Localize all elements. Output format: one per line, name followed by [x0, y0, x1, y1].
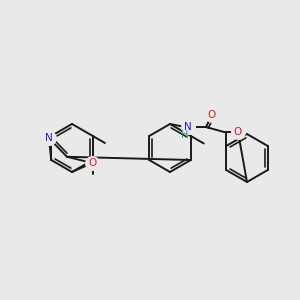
Text: N: N	[45, 133, 53, 143]
Text: H: H	[181, 130, 189, 140]
Text: N: N	[184, 122, 192, 132]
Text: O: O	[234, 127, 242, 137]
Text: O: O	[208, 110, 216, 120]
Text: O: O	[88, 158, 96, 168]
